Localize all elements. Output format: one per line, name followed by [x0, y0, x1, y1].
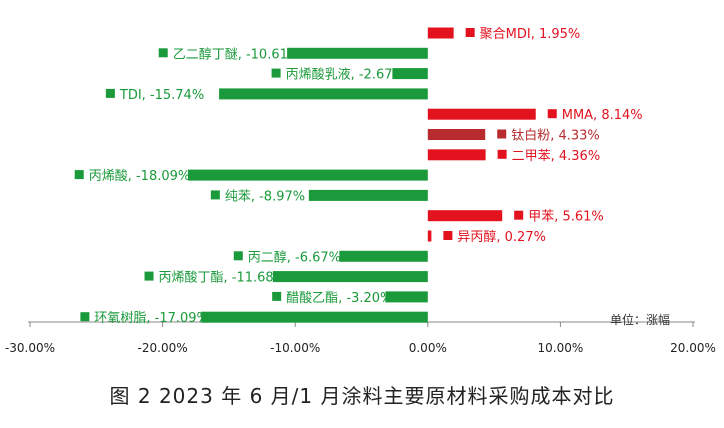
bar-异丙醇: [427, 230, 432, 242]
legend-marker-丙烯酸乳液: [271, 68, 281, 78]
data-label-丙烯酸乳液: 丙烯酸乳液, -2.67%: [286, 68, 405, 83]
bar-环氧树脂: [201, 311, 428, 323]
bar-钛白粉: [427, 129, 486, 140]
data-label-异丙醇: 异丙醇, 0.27%: [457, 229, 546, 245]
data-label-TDI: TDI, -15.74%: [119, 88, 204, 103]
legend-marker-MMA: [547, 109, 557, 119]
data-label-二甲苯: 二甲苯, 4.36%: [512, 149, 601, 164]
legend-marker-甲苯: [514, 210, 524, 220]
bar-聚合MDI: [427, 27, 454, 39]
legend-marker-二甲苯: [497, 149, 507, 159]
legend-marker-TDI: [105, 88, 115, 98]
legend-marker-丙二醇: [233, 251, 243, 261]
x-tick-label: 20.00%: [670, 341, 716, 355]
bar-纯苯: [308, 189, 428, 201]
x-tick-label: 10.00%: [538, 341, 584, 355]
figure-caption: 图 2 2023 年 6 月/1 月涂料主要原材料采购成本对比: [109, 384, 615, 408]
data-label-丙二醇: 丙二醇, -6.67%: [248, 249, 341, 265]
x-tick-label: -10.00%: [270, 341, 320, 355]
bar-乙二醇丁醚: [287, 47, 428, 59]
unit-label: 单位：涨幅: [610, 313, 671, 327]
data-label-丙烯酸: 丙烯酸, -18.09%: [89, 169, 191, 184]
data-label-MMA: MMA, 8.14%: [562, 108, 643, 123]
bar-甲苯: [427, 210, 503, 222]
data-label-钛白粉: 钛白粉, 4.33%: [511, 128, 600, 144]
bar-丙烯酸乳液: [392, 68, 428, 80]
data-label-乙二醇丁醚: 乙二醇丁醚, -10.61%: [173, 46, 301, 62]
data-label-环氧树脂: 环氧树脂, -17.09%: [94, 311, 209, 326]
legend-marker-丙烯酸: [74, 170, 84, 180]
bar-丙二醇: [339, 250, 428, 262]
legend-marker-钛白粉: [497, 129, 507, 139]
data-label-纯苯: 纯苯, -8.97%: [225, 189, 305, 204]
bar-丙烯酸丁酯: [272, 271, 428, 283]
x-tick-label: -30.00%: [5, 341, 55, 355]
bar-MMA: [427, 108, 536, 120]
data-label-丙烯酸丁酯: 丙烯酸丁酯, -11.68%: [159, 271, 287, 286]
legend-marker-异丙醇: [443, 231, 453, 240]
x-tick-label: 0.00%: [409, 341, 447, 355]
legend-marker-醋酸乙酯: [272, 291, 282, 301]
data-label-甲苯: 甲苯, 5.61%: [528, 210, 604, 225]
data-label-醋酸乙酯: 醋酸乙酯, -3.20%: [286, 290, 392, 306]
bar-醋酸乙酯: [385, 291, 428, 303]
data-label-聚合MDI: 聚合MDI, 1.95%: [480, 27, 581, 42]
bar-丙烯酸: [187, 169, 428, 181]
bar-二甲苯: [427, 149, 486, 161]
bar-TDI: [219, 88, 428, 100]
legend-marker-乙二醇丁醚: [158, 48, 168, 58]
legend-marker-丙烯酸丁酯: [144, 271, 154, 281]
x-tick-label: -20.00%: [138, 341, 188, 355]
legend-marker-聚合MDI: [465, 28, 475, 37]
legend-marker-环氧树脂: [80, 312, 90, 322]
legend-marker-纯苯: [210, 190, 220, 200]
